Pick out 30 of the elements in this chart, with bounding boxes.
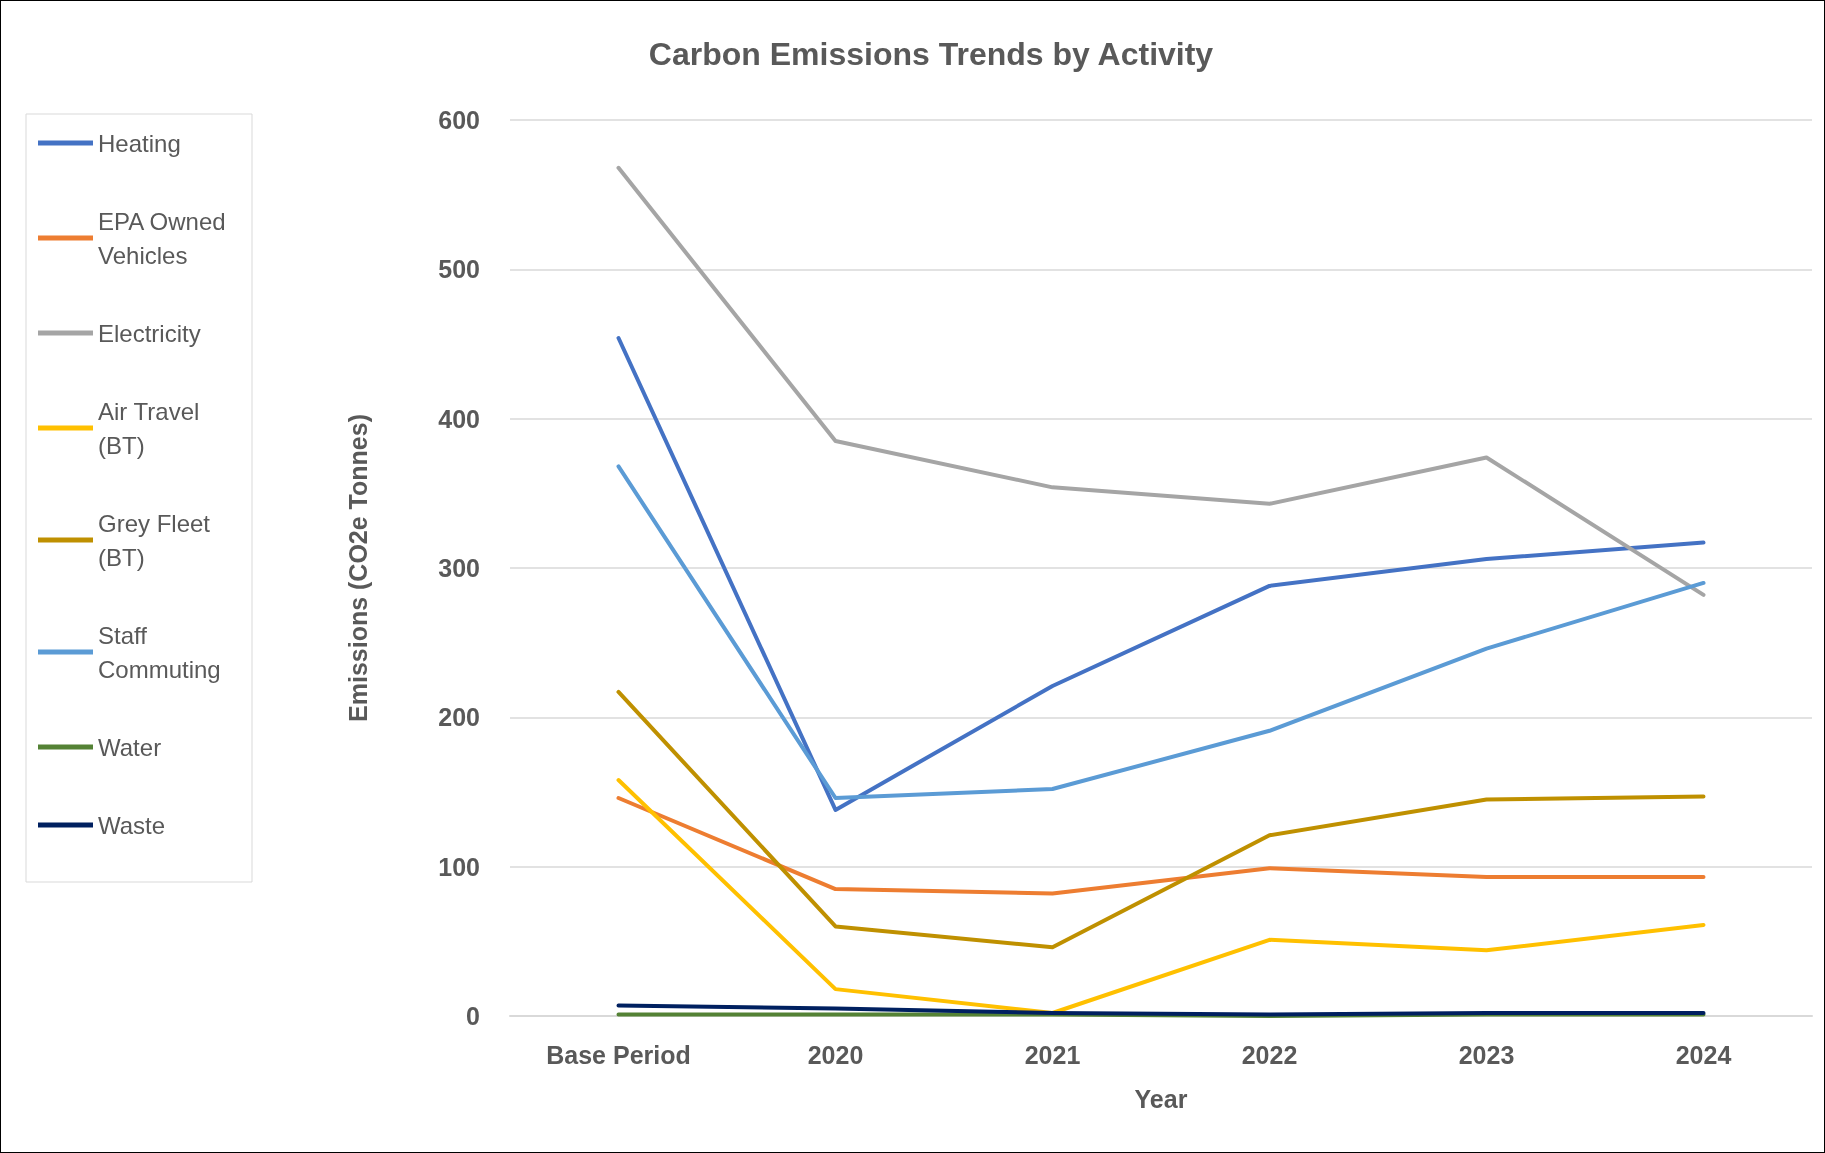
x-tick-label: 2022 xyxy=(1241,1040,1298,1069)
x-axis-title: Year xyxy=(1134,1084,1188,1113)
x-tick-label: 2020 xyxy=(807,1040,864,1069)
y-tick-label: 100 xyxy=(438,852,480,881)
x-tick-label: 2021 xyxy=(1024,1040,1081,1069)
y-tick-label: 600 xyxy=(438,106,480,134)
chart-title: Carbon Emissions Trends by Activity xyxy=(648,36,1214,72)
y-tick-label: 300 xyxy=(438,554,480,582)
legend-label: Heating xyxy=(98,129,181,157)
legend-label: Grey Fleet (BT) xyxy=(98,509,217,571)
x-tick-label: Base Period xyxy=(546,1040,691,1069)
legend-label: Staff Commuting xyxy=(98,621,221,683)
x-tick-label: 2024 xyxy=(1675,1040,1732,1069)
y-tick-label: 0 xyxy=(466,1002,480,1030)
line-series xyxy=(616,795,1706,896)
line-series xyxy=(616,464,1706,800)
line-series xyxy=(616,1003,1706,1017)
y-tick-label: 200 xyxy=(438,703,480,732)
line-series xyxy=(616,336,1706,812)
x-tick-label: 2023 xyxy=(1458,1040,1515,1069)
legend-label: Water xyxy=(98,733,162,761)
y-tick-label: 500 xyxy=(438,255,480,284)
y-axis-title: Emissions (CO2e Tonnes) xyxy=(343,414,372,722)
line-series xyxy=(616,165,1706,597)
legend-label: Electricity xyxy=(98,319,201,347)
legend-label: Waste xyxy=(98,811,166,839)
legend-label: Air Travel (BT) xyxy=(98,397,207,459)
y-tick-label: 400 xyxy=(438,404,480,433)
line-series xyxy=(616,689,1706,950)
legend-label: EPA Owned Vehicles xyxy=(98,207,233,269)
